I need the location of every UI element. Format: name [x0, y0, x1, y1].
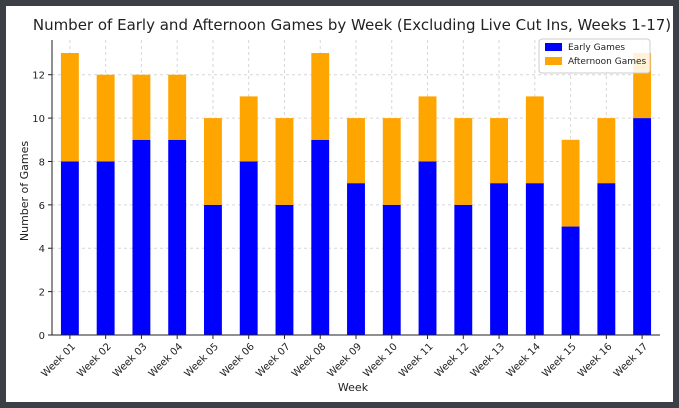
legend-label-afternoon-games: Afternoon Games — [568, 57, 647, 67]
bar-group — [60, 53, 652, 336]
bar-early-games-week-15 — [561, 226, 580, 335]
x-tick-label: Week 04 — [147, 341, 185, 379]
y-tick-label: 4 — [39, 244, 45, 255]
bar-afternoon-games-week-11 — [418, 96, 437, 162]
bar-early-games-week-14 — [525, 183, 544, 335]
bar-afternoon-games-week-16 — [597, 118, 616, 184]
chart-frame: 0 2 4 6 8 10 12 Week 01 Week 02 Week 03 Week 04 We… — [6, 6, 673, 402]
x-tick-label: Week 09 — [326, 341, 364, 379]
legend-swatch-early-games — [545, 43, 562, 51]
bar-early-games-week-12 — [454, 204, 473, 335]
y-tick-label: 8 — [39, 157, 45, 168]
bar-afternoon-games-week-08 — [311, 53, 330, 140]
x-tick-label: Week 10 — [361, 341, 399, 379]
bar-early-games-week-03 — [132, 139, 151, 335]
bar-afternoon-games-week-06 — [239, 96, 258, 162]
bar-early-games-week-09 — [347, 183, 365, 335]
x-tick-label: Week 12 — [433, 341, 471, 379]
bar-afternoon-games-week-12 — [454, 118, 473, 205]
bar-afternoon-games-week-03 — [132, 74, 151, 140]
bar-early-games-week-04 — [168, 139, 187, 335]
legend-label-early-games: Early Games — [568, 43, 625, 53]
bar-afternoon-games-week-05 — [204, 118, 222, 205]
bar-afternoon-games-week-14 — [525, 96, 544, 184]
x-tick-label: Week 06 — [218, 341, 256, 379]
x-tick-label: Week 03 — [111, 341, 149, 379]
y-tick-label: 0 — [39, 331, 45, 342]
bar-afternoon-games-week-01 — [60, 53, 79, 162]
x-axis-label: Week — [338, 381, 369, 394]
y-tick-label: 2 — [39, 288, 45, 299]
bar-early-games-week-13 — [490, 183, 508, 335]
bar-early-games-week-05 — [204, 204, 222, 335]
x-tick-label: Week 15 — [540, 341, 578, 379]
x-tick-label: Week 16 — [576, 341, 614, 379]
bar-early-games-week-06 — [239, 161, 258, 335]
bar-early-games-week-16 — [597, 183, 616, 335]
bar-early-games-week-08 — [311, 139, 330, 335]
bar-afternoon-games-week-07 — [275, 118, 294, 205]
x-tick-label: Week 17 — [612, 341, 650, 379]
x-tick-label: Week 07 — [254, 341, 292, 379]
bar-early-games-week-10 — [382, 204, 401, 335]
bar-early-games-week-11 — [418, 161, 437, 335]
bar-afternoon-games-week-13 — [490, 118, 508, 184]
bar-early-games-week-17 — [633, 118, 652, 336]
bar-early-games-week-07 — [275, 204, 294, 335]
y-tick-label: 6 — [39, 201, 45, 212]
y-axis-label: Number of Games — [18, 141, 31, 242]
bar-early-games-week-02 — [96, 161, 115, 335]
x-tick-label: Week 08 — [290, 341, 328, 379]
y-tick-label: 10 — [32, 114, 45, 125]
bar-afternoon-games-week-04 — [168, 74, 187, 140]
x-tick-label: Week 02 — [75, 341, 113, 379]
bar-afternoon-games-week-10 — [382, 118, 401, 205]
legend-box — [538, 38, 651, 74]
x-tick-label: Week 05 — [183, 341, 221, 379]
x-tick-label: Week 14 — [505, 341, 543, 379]
chart-title: Number of Early and Afternoon Games by W… — [33, 16, 671, 34]
bar-afternoon-games-week-02 — [96, 74, 115, 162]
y-tick-label: 12 — [32, 71, 45, 82]
x-tick-label: Week 01 — [40, 341, 78, 379]
bar-early-games-week-01 — [60, 161, 79, 335]
legend: Early Games Afternoon Games — [538, 38, 651, 74]
bar-afternoon-games-week-09 — [347, 118, 365, 184]
x-tick-label: Week 11 — [397, 341, 435, 379]
bar-afternoon-games-week-15 — [561, 139, 580, 227]
y-tick-labels: 0 2 4 6 8 10 12 — [32, 71, 52, 342]
legend-swatch-afternoon-games — [545, 57, 562, 65]
x-tick-label: Week 13 — [469, 341, 507, 379]
